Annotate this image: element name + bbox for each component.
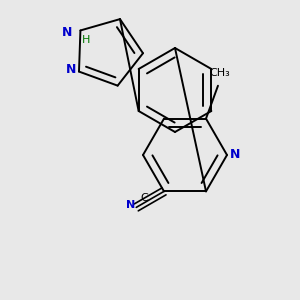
Text: N: N (230, 148, 240, 161)
Text: CH₃: CH₃ (210, 68, 230, 78)
Text: C: C (140, 194, 148, 203)
Text: N: N (62, 26, 72, 39)
Text: H: H (82, 35, 91, 46)
Text: N: N (126, 200, 135, 210)
Text: N: N (66, 63, 76, 76)
